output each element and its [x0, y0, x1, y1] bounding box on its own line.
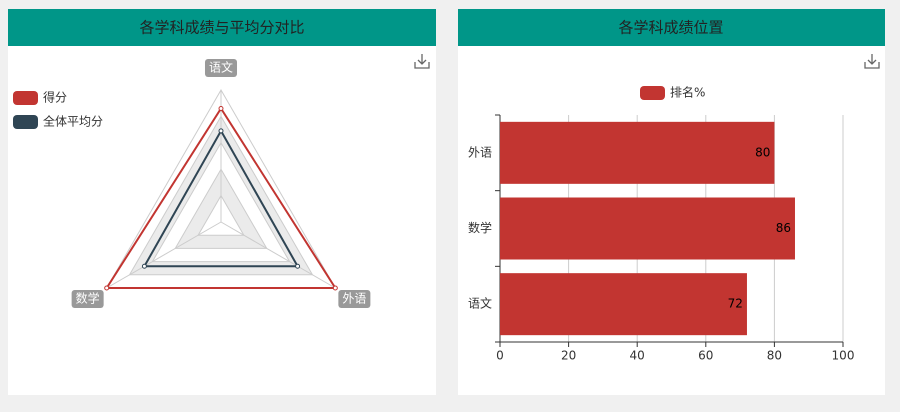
- y-tick-label: 语文: [468, 296, 492, 311]
- y-tick-label: 数学: [468, 220, 492, 235]
- value-label: 80: [755, 145, 770, 159]
- radar-line: [142, 128, 300, 268]
- indicator-label: 外语: [342, 292, 366, 306]
- value-label: 72: [728, 297, 743, 311]
- legend-label[interactable]: 全体平均分: [43, 114, 103, 129]
- bar: [500, 121, 775, 184]
- legend-swatch[interactable]: [13, 91, 38, 105]
- download-icon[interactable]: [864, 54, 880, 69]
- y-tick-label: 外语: [468, 145, 492, 159]
- chart-title: 各学科成绩与平均分对比: [139, 19, 304, 37]
- legend-label[interactable]: 排名%: [670, 85, 705, 100]
- value-label: 86: [776, 221, 791, 235]
- radar-axis: [106, 221, 222, 289]
- x-tick-label: 20: [561, 349, 576, 363]
- legend-swatch[interactable]: [13, 115, 38, 129]
- x-tick-label: 0: [496, 349, 504, 363]
- radar-point: [295, 263, 301, 269]
- indicator-label-bg: [338, 290, 371, 308]
- indicator-label: 语文: [209, 60, 233, 75]
- legend-label[interactable]: 得分: [43, 90, 67, 105]
- chart-title: 各学科成绩位置: [618, 19, 723, 37]
- indicator-label: 数学: [76, 291, 100, 306]
- panel-header: [8, 9, 436, 46]
- radar-axis: [220, 221, 336, 289]
- bar: [500, 197, 795, 260]
- download-icon[interactable]: [414, 54, 430, 69]
- radar-point: [104, 285, 110, 291]
- radar-point: [218, 105, 224, 111]
- x-tick-label: 100: [832, 349, 855, 363]
- indicator-label-bg: [71, 290, 104, 308]
- x-tick-label: 40: [630, 349, 645, 363]
- radar-line: [104, 106, 338, 289]
- bar: [500, 273, 747, 336]
- radar-point: [218, 128, 224, 134]
- panel-header: [458, 9, 885, 46]
- x-tick-label: 80: [767, 349, 782, 363]
- radar-point: [141, 263, 147, 269]
- x-tick-label: 60: [698, 349, 713, 363]
- indicator-label-bg: [204, 59, 238, 77]
- legend-swatch[interactable]: [640, 86, 665, 100]
- radar-point: [332, 285, 338, 291]
